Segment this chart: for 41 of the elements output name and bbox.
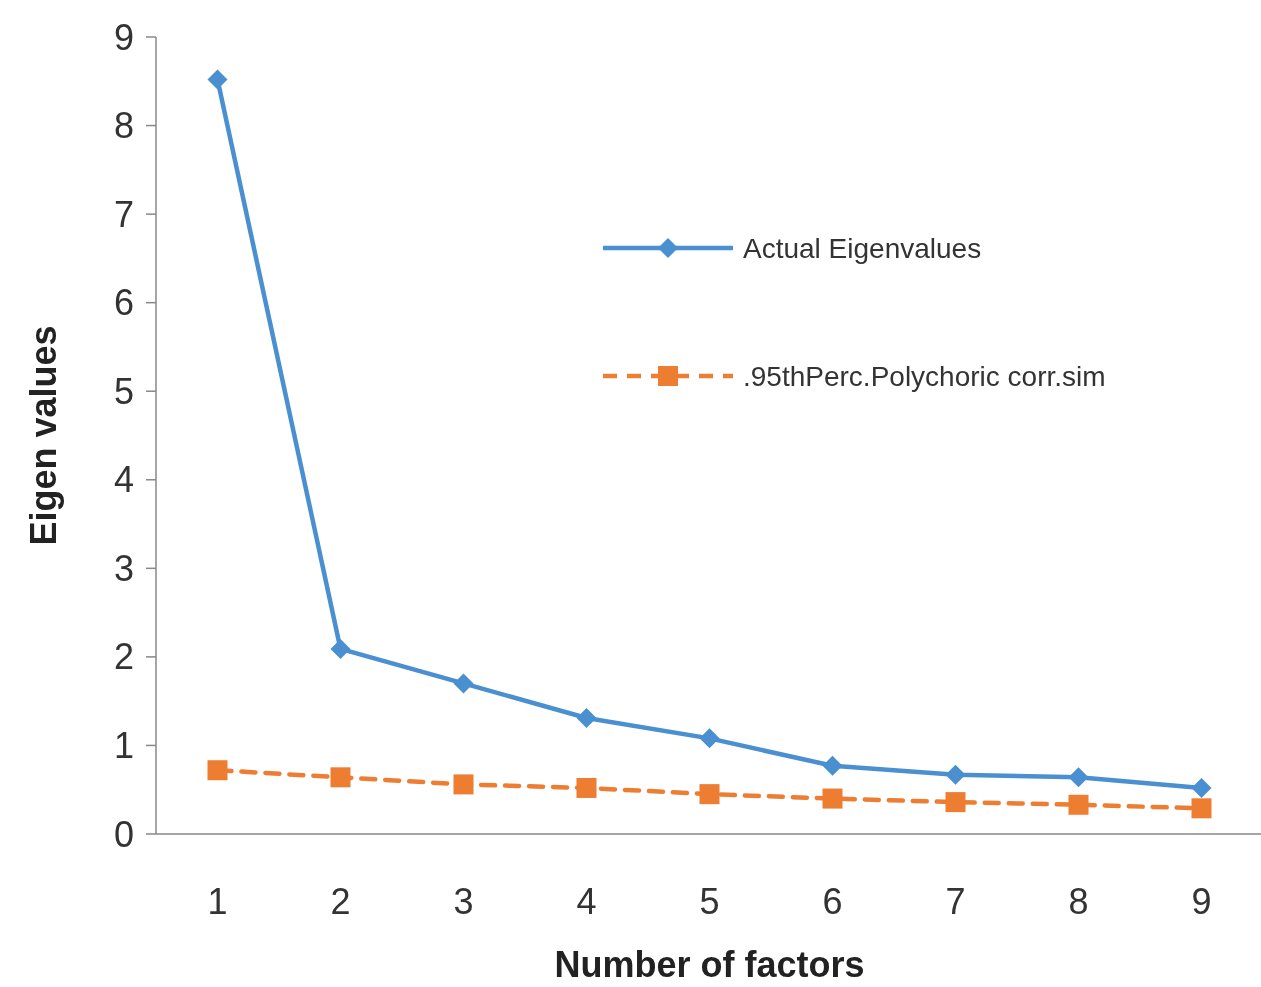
point xyxy=(207,760,228,781)
point xyxy=(945,764,966,785)
x-tick-label: 7 xyxy=(945,881,966,922)
point xyxy=(822,755,843,776)
y-tick-label: 8 xyxy=(113,105,134,147)
y-axis-title: Eigen values xyxy=(23,325,64,546)
point xyxy=(330,638,351,659)
point xyxy=(453,673,474,694)
point xyxy=(1191,777,1212,798)
y-tick-label: 9 xyxy=(113,16,134,58)
y-tick-label: 7 xyxy=(113,193,134,235)
x-tick-label: 9 xyxy=(1191,881,1212,922)
point xyxy=(699,728,720,749)
legend-label: .95thPerc.Polychoric corr.sim xyxy=(743,360,1106,392)
x-tick-label: 1 xyxy=(207,881,228,922)
point xyxy=(945,792,966,813)
y-tick-label: 3 xyxy=(113,547,134,589)
x-tick-label: 3 xyxy=(453,881,474,922)
point xyxy=(1068,767,1089,788)
y-tick-label: 6 xyxy=(113,282,134,324)
x-tick-label: 6 xyxy=(822,881,843,922)
x-tick-label: 4 xyxy=(576,881,597,922)
point xyxy=(207,69,228,90)
point xyxy=(1191,798,1212,819)
point xyxy=(330,767,351,788)
x-tick-label: 5 xyxy=(699,881,720,922)
y-tick-label: 2 xyxy=(113,636,134,678)
y-tick-label: 4 xyxy=(113,459,134,501)
x-tick-label: 2 xyxy=(330,881,351,922)
point xyxy=(699,784,720,805)
y-tick-label: 5 xyxy=(113,370,134,412)
x-axis-title: Number of factors xyxy=(554,944,865,985)
point xyxy=(576,777,597,798)
point xyxy=(822,788,843,809)
y-tick-label: 1 xyxy=(113,725,134,767)
legend-label: Actual Eigenvalues xyxy=(743,232,982,264)
x-tick-label: 8 xyxy=(1068,881,1089,922)
y-tick-label: 0 xyxy=(113,813,134,855)
point xyxy=(576,707,597,728)
point xyxy=(1068,794,1089,815)
point xyxy=(453,774,474,795)
